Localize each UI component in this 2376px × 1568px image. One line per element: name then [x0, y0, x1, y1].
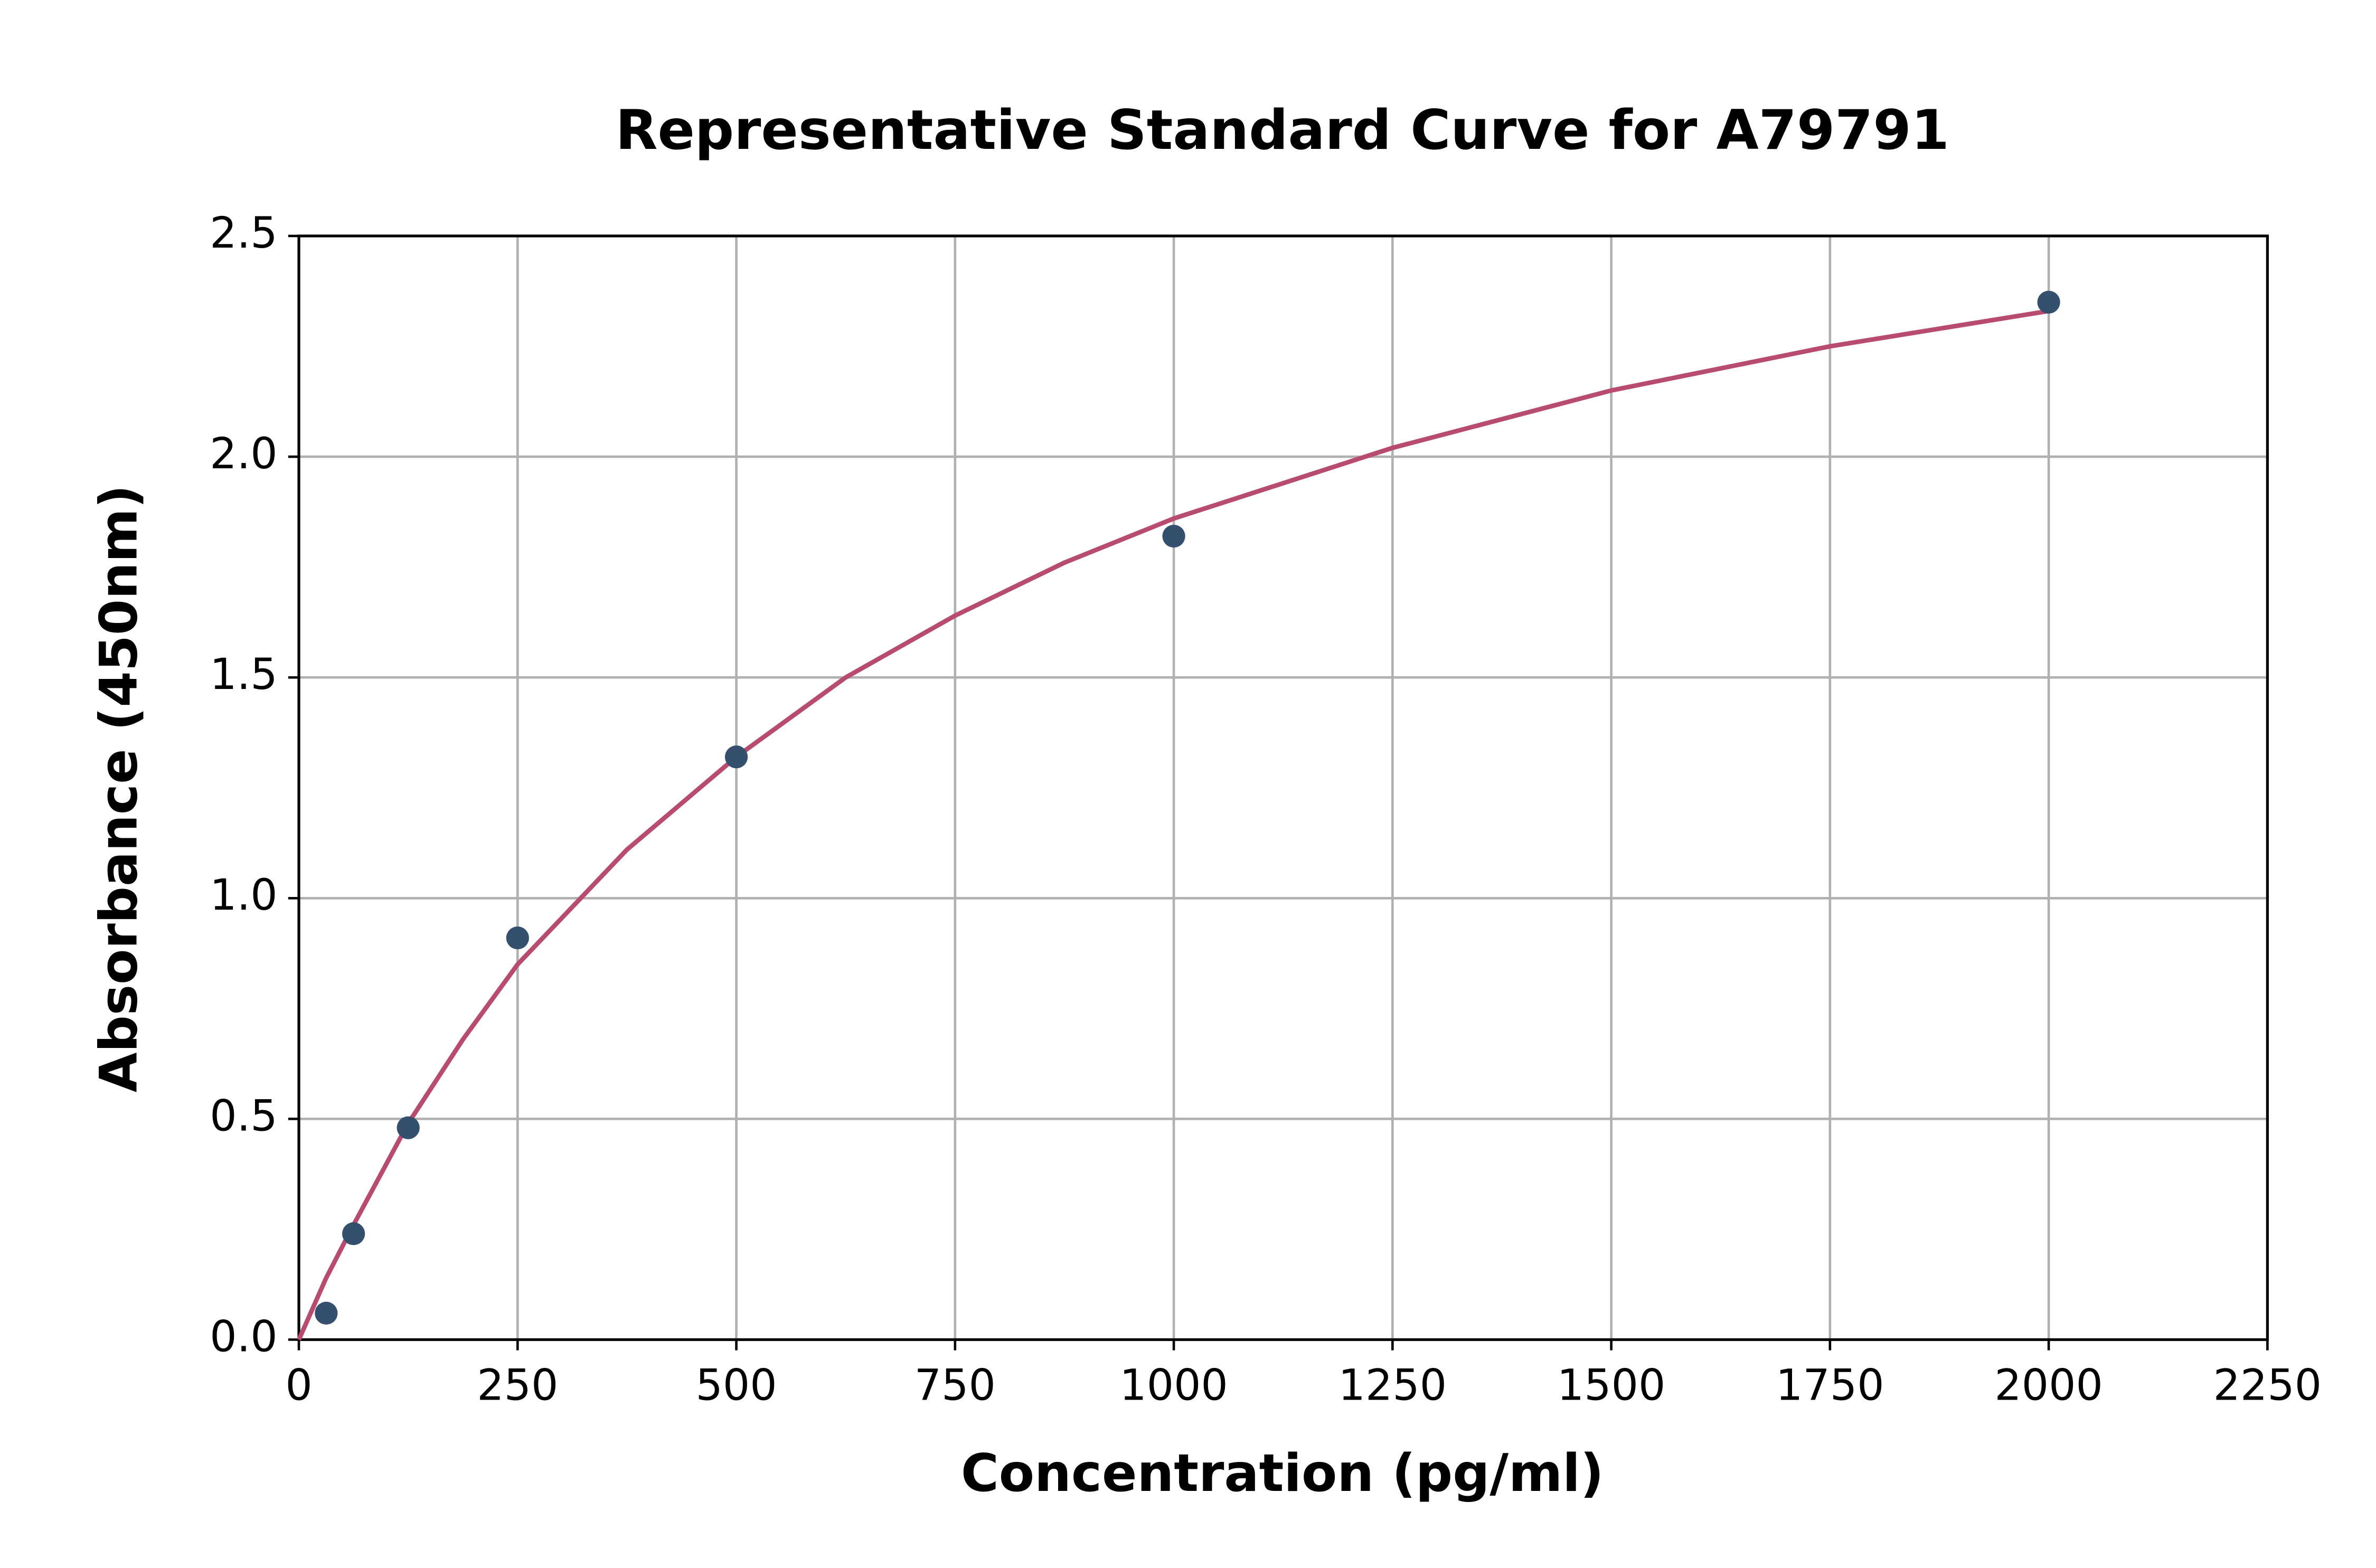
- x-tick-label: 1000: [1119, 1361, 1228, 1411]
- data-point: [724, 745, 748, 769]
- x-tick-label: 1500: [1557, 1361, 1665, 1411]
- data-point: [342, 1222, 365, 1245]
- y-axis-label: Absorbance (450nm): [89, 485, 149, 1092]
- y-tick-label: 1.0: [210, 871, 277, 920]
- plot-frame: [297, 234, 2269, 1342]
- y-tick-label: 1.5: [210, 650, 277, 700]
- data-point: [506, 926, 529, 950]
- x-tick-label: 250: [477, 1361, 558, 1411]
- x-tick-label: 2000: [1994, 1361, 2102, 1411]
- data-point: [1162, 524, 1185, 548]
- y-tick-label: 0.5: [210, 1091, 277, 1141]
- y-tick-label: 2.5: [210, 209, 277, 258]
- fit-curve: [297, 308, 2049, 1341]
- x-tick-label: 0: [285, 1361, 312, 1411]
- data-point: [315, 1301, 338, 1325]
- x-tick-label: 750: [914, 1361, 996, 1411]
- x-tick-label: 1250: [1338, 1361, 1447, 1411]
- x-tick-label: 500: [696, 1361, 777, 1411]
- x-axis-label: Concentration (pg/ml): [961, 1443, 1604, 1504]
- x-tick-label: 1750: [1776, 1361, 1884, 1411]
- y-tick-label: 2.0: [210, 429, 277, 479]
- x-tick-label: 2250: [2213, 1361, 2322, 1411]
- chart-title: Representative Standard Curve for A79791: [616, 99, 1949, 162]
- data-point: [2037, 290, 2060, 314]
- y-tick-label: 0.0: [210, 1312, 277, 1362]
- data-point: [397, 1116, 420, 1139]
